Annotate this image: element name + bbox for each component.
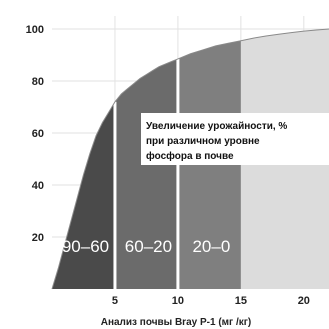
x-tick-label: 15 xyxy=(235,295,247,307)
zone-label: 60–20 xyxy=(125,237,172,256)
annotation-line-3: фосфора в почве xyxy=(146,150,234,162)
y-tick-label: 40 xyxy=(32,180,44,192)
y-tick-label: 60 xyxy=(32,128,44,140)
x-tick-labels: 5 10 15 20 xyxy=(112,295,310,307)
annotation-background xyxy=(141,113,329,165)
zone-dividers xyxy=(113,58,180,289)
x-tick-label: 10 xyxy=(172,295,184,307)
zone-label: 90–60 xyxy=(62,237,109,256)
y-tick-labels: 20 40 60 80 100 xyxy=(26,24,44,244)
x-axis-label: Анализ почвы Bray P-1 (мг /кг) xyxy=(101,317,252,328)
zone-area-1 xyxy=(52,101,115,289)
y-tick-label: 20 xyxy=(32,232,44,244)
zone-labels: 90–60 60–20 20–0 xyxy=(62,237,230,256)
annotation-line-1: Увеличение урожайности, % xyxy=(146,121,287,132)
x-tick-label: 5 xyxy=(112,295,118,307)
curve-layer xyxy=(51,28,329,290)
annotation-line-2: при различном уровне xyxy=(146,136,260,147)
y-tick-label: 100 xyxy=(26,24,44,36)
response-curve xyxy=(51,28,329,290)
x-tick-label: 20 xyxy=(298,295,310,307)
zone-label: 20–0 xyxy=(192,237,230,256)
annotation-box: Увеличение урожайности, % при различном … xyxy=(141,113,329,165)
y-tick-label: 80 xyxy=(32,76,44,88)
